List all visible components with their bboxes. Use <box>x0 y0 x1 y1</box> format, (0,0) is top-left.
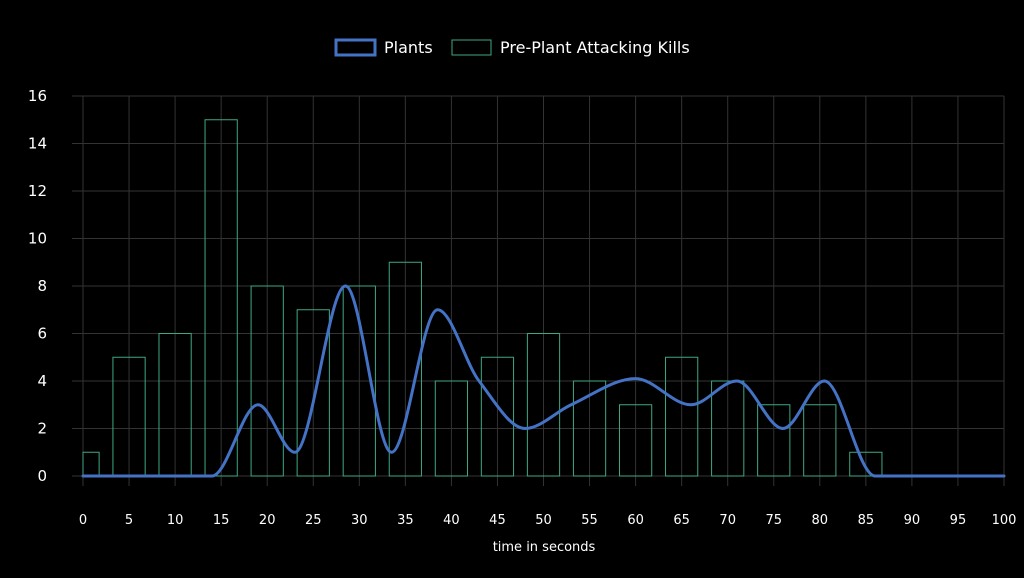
bar-20[interactable] <box>250 285 284 477</box>
x-tick-label-20: 20 <box>259 513 276 528</box>
x-tick-label-95: 95 <box>950 513 967 528</box>
bar-30[interactable] <box>342 285 376 477</box>
bar-series <box>82 119 883 477</box>
legend-item-pre-plant-attacking-kills[interactable]: Pre-Plant Attacking Kills <box>451 38 690 57</box>
x-tick-label-60: 60 <box>627 513 644 528</box>
x-axis-ticks: 0 5 10 15 20 25 30 35 40 45 50 55 60 65 70 75 80 85 90 95 10… <box>79 513 1017 528</box>
bar-40[interactable] <box>434 380 469 477</box>
bar-50[interactable] <box>526 333 561 477</box>
bar-35[interactable] <box>388 261 422 477</box>
y-tick-label-4: 4 <box>37 372 47 390</box>
legend-label-pre-plant-attacking-kills: Pre-Plant Attacking Kills <box>500 38 690 57</box>
y-tick-label-0: 0 <box>37 467 47 485</box>
y-tick-label-10: 10 <box>28 230 47 248</box>
x-tick-label-90: 90 <box>904 513 921 528</box>
x-tick-label-35: 35 <box>397 513 414 528</box>
x-tick-label-10: 10 <box>167 513 184 528</box>
x-tick-label-40: 40 <box>443 513 460 528</box>
y-axis-ticks: 0 2 4 6 8 10 12 14 16 <box>28 87 47 485</box>
x-axis-title: time in seconds <box>493 540 596 555</box>
x-tick-label-55: 55 <box>581 513 598 528</box>
bar-55[interactable] <box>572 380 607 477</box>
bar-80[interactable] <box>803 404 837 477</box>
y-tick-label-12: 12 <box>28 182 47 200</box>
y-tick-label-6: 6 <box>37 325 47 343</box>
x-tick-label-80: 80 <box>812 513 829 528</box>
y-tick-label-16: 16 <box>28 87 47 105</box>
bar-85[interactable] <box>849 451 883 477</box>
bar-15[interactable] <box>204 119 238 477</box>
legend-item-plants[interactable]: Plants <box>334 38 433 57</box>
y-tick-label-8: 8 <box>37 277 47 295</box>
grid <box>72 95 1005 486</box>
y-tick-label-14: 14 <box>28 135 47 153</box>
x-tick-label-15: 15 <box>213 513 230 528</box>
x-tick-label-85: 85 <box>858 513 875 528</box>
y-tick-label-2: 2 <box>37 420 47 438</box>
bar-65[interactable] <box>665 356 699 477</box>
line-series <box>81 284 1006 478</box>
x-tick-label-0: 0 <box>79 513 87 528</box>
x-tick-label-45: 45 <box>489 513 506 528</box>
x-tick-label-75: 75 <box>765 513 782 528</box>
x-tick-label-5: 5 <box>125 513 133 528</box>
legend: Plants Pre-Plant Attacking Kills <box>334 38 690 57</box>
x-tick-label-50: 50 <box>535 513 552 528</box>
x-tick-label-100: 100 <box>992 513 1017 528</box>
bar-0[interactable] <box>82 451 100 477</box>
bar-75[interactable] <box>757 404 791 477</box>
x-tick-label-25: 25 <box>305 513 322 528</box>
bar-25[interactable] <box>296 309 330 477</box>
x-tick-label-30: 30 <box>351 513 368 528</box>
bar-70[interactable] <box>711 380 745 477</box>
bar-45[interactable] <box>480 356 515 477</box>
x-tick-label-65: 65 <box>673 513 690 528</box>
line-plants[interactable] <box>81 284 1006 478</box>
bar-60[interactable] <box>618 404 653 477</box>
legend-swatch-plants <box>334 38 377 57</box>
x-tick-label-70: 70 <box>719 513 736 528</box>
legend-swatch-pre-plant-attacking-kills <box>451 39 492 56</box>
legend-label-plants: Plants <box>384 38 433 57</box>
